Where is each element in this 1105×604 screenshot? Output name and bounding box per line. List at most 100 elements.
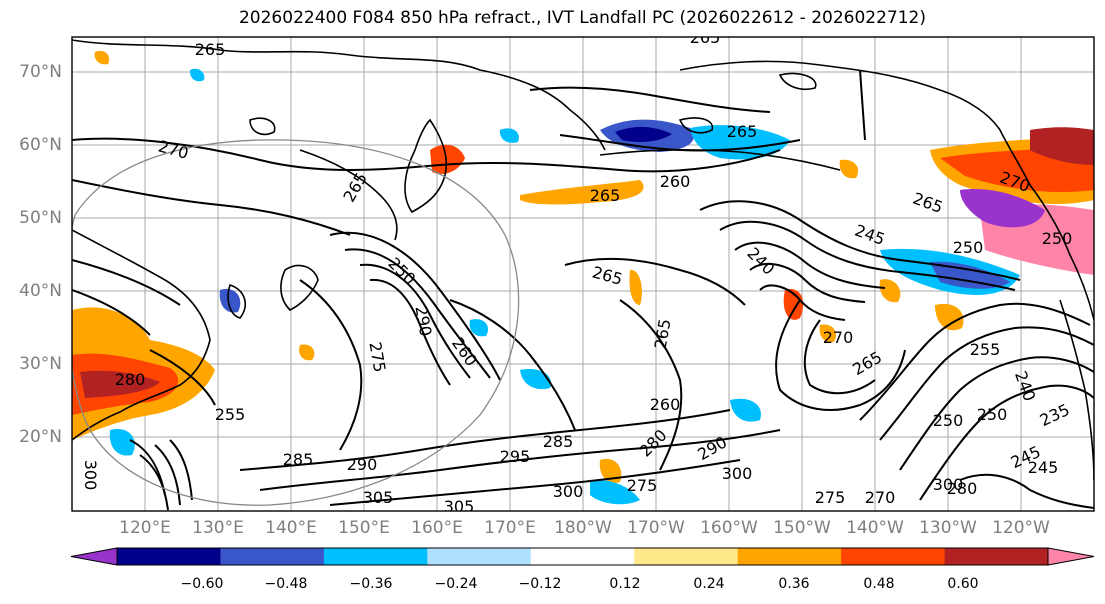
lat-label: 60°N (19, 135, 62, 155)
contour-label: 250 (933, 411, 964, 430)
contour-label: 260 (660, 172, 691, 191)
lon-label: 180°W (554, 518, 612, 538)
shade-small-8 (469, 319, 489, 337)
contour-label: 255 (215, 405, 246, 424)
coast-canada-border (859, 69, 866, 141)
coast-china (72, 229, 211, 441)
contour-label: 250 (1042, 229, 1073, 248)
contour-label: 305 (363, 488, 394, 507)
lon-label: 150°W (773, 518, 831, 538)
lon-label: 120°E (119, 518, 171, 538)
coast-usw (1059, 299, 1094, 481)
lon-label: 160°E (411, 518, 463, 538)
coast-okhotsk (299, 149, 398, 241)
contour-label: 260 (650, 395, 681, 414)
contour-label: 280 (115, 370, 146, 389)
contour-label: 305 (444, 497, 475, 516)
shade-small-1 (189, 68, 205, 82)
map-title: 2026022400 F084 850 hPa refract., IVT La… (238, 8, 926, 28)
colorbar-cell (530, 548, 635, 565)
contour-label: 265 (727, 122, 758, 141)
colorbar-tick-label: −0.12 (518, 576, 562, 592)
lat-label: 70°N (19, 62, 62, 82)
lon-label: 140°E (265, 518, 317, 538)
graticule (72, 37, 1094, 511)
contour-label: 300 (722, 464, 753, 483)
lon-label: 140°W (846, 518, 904, 538)
coast-alaska (679, 60, 1031, 186)
contour-label: 275 (627, 476, 658, 495)
colorbar-tick-label: −0.60 (180, 576, 224, 592)
colorbar-cell (634, 548, 739, 565)
coast-island-2 (249, 117, 276, 136)
colorbar-tick-label: 0.24 (693, 576, 725, 592)
shade-trop-blue (590, 479, 640, 505)
lon-label: 170°W (627, 518, 685, 538)
shade-gulf-crimson (1030, 127, 1094, 165)
shade-small-4 (839, 159, 859, 179)
colorbar (70, 547, 1095, 566)
lon-label: 150°E (338, 518, 390, 538)
contours (72, 86, 1094, 511)
colorbar-cell (323, 548, 428, 565)
shade-nepac-orange (520, 180, 644, 205)
map-frame (71, 36, 1095, 512)
contour-label: 280 (947, 479, 978, 498)
coast-japan (280, 264, 319, 311)
colorbar-cell (427, 548, 532, 565)
coast-siberia (72, 39, 606, 151)
contour-label: 250 (977, 405, 1008, 424)
coast-island-1 (678, 117, 714, 134)
shade-kamchatka (430, 144, 465, 175)
colorbar-cell (737, 548, 842, 565)
shade-small-6 (819, 324, 837, 343)
coast-island-3 (778, 72, 817, 91)
shade-gulf-purple (960, 189, 1045, 228)
shade-small-2 (94, 50, 110, 65)
shade-asia-core (80, 370, 160, 398)
contour-label: 245 (1028, 458, 1059, 477)
shade-mid-orange (935, 303, 964, 331)
contour-label: 265 (590, 186, 621, 205)
contour-label: 300 (553, 482, 584, 501)
colorbar-frame (116, 547, 1049, 566)
colorbar-tick-label: −0.36 (349, 576, 393, 592)
contour-label: 265 (195, 40, 226, 59)
shade-gulf-darkblue (930, 261, 1010, 289)
map-panel: 265 265 270 265 260 265 265 270 250 240 … (72, 28, 1094, 516)
colorbar-cell (220, 548, 325, 565)
shade-trop-cyan (730, 398, 761, 422)
coast-aleutians (599, 149, 841, 171)
contour-label: 265 (690, 28, 721, 47)
lon-label: 130°E (192, 518, 244, 538)
shade-sw-cyan (109, 429, 135, 456)
colorbar-tick-label: 0.12 (609, 576, 641, 592)
lat-label: 20°N (19, 427, 62, 447)
colorbar-tick-label: 0.48 (863, 576, 895, 592)
contour-label: 290 (347, 455, 378, 474)
colorbar-tick-label: −0.48 (264, 576, 308, 592)
contour-label: 285 (543, 432, 574, 451)
colorbar-tick-label: 0.60 (947, 576, 979, 592)
coast-kamchatka (404, 118, 448, 214)
contour-label: 275 (815, 488, 846, 507)
contour-label: 295 (500, 447, 531, 466)
contour-label: 300 (933, 475, 964, 494)
lon-label: 130°W (919, 518, 977, 538)
colorbar-tick-label: −0.24 (434, 576, 478, 592)
lon-label: 170°E (484, 518, 536, 538)
coast-bc (1029, 184, 1094, 321)
colorbar-cells (70, 547, 1095, 566)
shade-small-5 (879, 279, 901, 303)
shade-small-3 (499, 128, 519, 143)
colorbar-cell (841, 548, 946, 565)
shaded-field (72, 50, 1094, 505)
lat-label: 40°N (19, 281, 62, 301)
contour-label: 255 (970, 340, 1001, 359)
coastlines (72, 39, 1094, 481)
lat-label: 50°N (19, 208, 62, 228)
landfall-ring (72, 139, 520, 506)
coast-korea (227, 283, 246, 319)
shade-bering-navy (615, 126, 672, 142)
